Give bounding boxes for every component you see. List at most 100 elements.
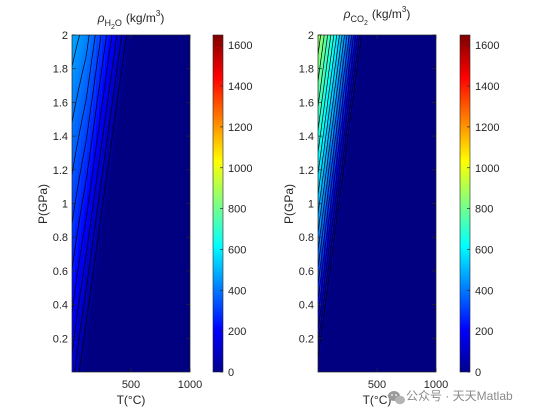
field-cell <box>159 296 163 300</box>
field-cell <box>159 293 163 297</box>
field-cell <box>123 371 127 372</box>
field-cell <box>186 332 190 336</box>
field-cell <box>138 347 142 351</box>
field-cell <box>102 65 106 69</box>
field-cell <box>168 260 172 264</box>
field-cell <box>165 281 169 285</box>
field-cell <box>135 119 139 123</box>
field-cell <box>135 41 139 45</box>
field-cell <box>174 143 178 147</box>
field-cell <box>96 152 100 156</box>
field-cell <box>90 68 94 72</box>
field-cell <box>189 56 190 60</box>
field-cell <box>132 95 136 99</box>
field-cell <box>75 254 79 258</box>
field-cell <box>159 92 163 96</box>
field-cell <box>87 101 91 105</box>
field-cell <box>132 50 136 54</box>
field-cell <box>327 80 331 84</box>
colorbar <box>212 34 224 373</box>
field-cell <box>135 95 139 99</box>
field-cell <box>183 44 187 48</box>
field-cell <box>174 224 178 228</box>
field-cell <box>150 248 154 252</box>
field-cell <box>327 191 331 195</box>
field-cell <box>171 38 175 42</box>
field-cell <box>96 338 100 342</box>
field-cell <box>96 167 100 171</box>
field-cell <box>165 335 169 339</box>
field-cell <box>144 284 148 288</box>
field-cell <box>114 59 118 63</box>
field-cell <box>117 65 121 69</box>
field-cell <box>159 314 163 318</box>
field-cell <box>180 326 184 330</box>
field-cell <box>177 50 181 54</box>
field-cell <box>138 182 142 186</box>
field-cell <box>183 344 187 348</box>
field-cell <box>120 116 124 120</box>
field-cell <box>135 356 139 360</box>
field-cell <box>75 290 79 294</box>
field-cell <box>327 101 331 105</box>
field-cell <box>138 35 142 39</box>
field-cell <box>162 185 166 189</box>
field-cell <box>120 38 124 42</box>
field-cell <box>147 164 151 168</box>
field-cell <box>156 326 160 330</box>
field-cell <box>108 359 112 363</box>
field-cell <box>108 305 112 309</box>
field-cell <box>96 65 100 69</box>
field-cell <box>183 164 187 168</box>
field-cell <box>150 323 154 327</box>
field-cell <box>78 47 82 51</box>
field-cell <box>147 293 151 297</box>
field-cell <box>180 365 184 369</box>
field-cell <box>147 248 151 252</box>
field-cell <box>129 128 133 132</box>
field-cell <box>327 53 331 57</box>
field-cell <box>144 335 148 339</box>
field-cell <box>165 314 169 318</box>
field-cell <box>117 320 121 324</box>
field-cell <box>102 155 106 159</box>
field-cell <box>120 134 124 138</box>
field-cell <box>177 125 181 129</box>
field-cell <box>87 170 91 174</box>
field-cell <box>153 227 157 231</box>
field-cell <box>129 335 133 339</box>
field-cell <box>180 275 184 279</box>
field-cell <box>153 191 157 195</box>
field-cell <box>153 143 157 147</box>
field-cell <box>171 122 175 126</box>
field-cell <box>84 170 88 174</box>
field-cell <box>183 98 187 102</box>
field-cell <box>75 164 79 168</box>
field-cell <box>186 35 190 39</box>
field-cell <box>123 152 127 156</box>
field-cell <box>105 230 109 234</box>
field-cell <box>81 140 85 144</box>
field-cell <box>327 56 331 60</box>
field-cell <box>144 287 148 291</box>
field-cell <box>165 212 169 216</box>
contour-plot <box>318 35 436 372</box>
field-cell <box>168 263 172 267</box>
field-cell <box>153 257 157 261</box>
field-cell <box>93 311 97 315</box>
field-cell <box>99 332 103 336</box>
field-cell <box>75 371 79 372</box>
field-cell <box>147 101 151 105</box>
field-cell <box>105 77 109 81</box>
field-cell <box>96 347 100 351</box>
field-cell <box>132 224 136 228</box>
field-cell <box>138 179 142 183</box>
field-cell <box>171 338 175 342</box>
field-cell <box>78 311 82 315</box>
field-cell <box>135 92 139 96</box>
field-cell <box>126 293 130 297</box>
field-cell <box>162 83 166 87</box>
field-cell <box>189 59 190 63</box>
field-cell <box>78 194 82 198</box>
field-cell <box>123 284 127 288</box>
